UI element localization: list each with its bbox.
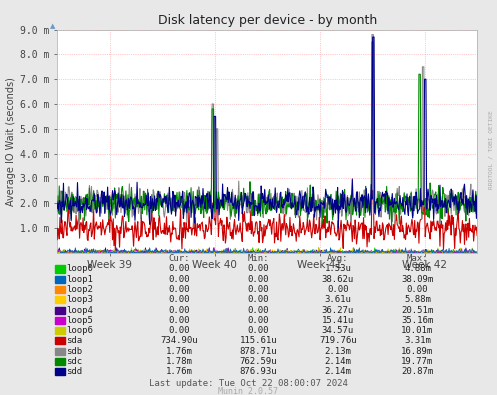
Text: 20.87m: 20.87m	[402, 367, 433, 376]
Text: 38.09m: 38.09m	[402, 275, 433, 284]
Text: loop6: loop6	[66, 326, 93, 335]
Text: 719.76u: 719.76u	[319, 337, 357, 345]
Text: sdb: sdb	[66, 347, 82, 356]
Text: Min:: Min:	[248, 254, 269, 263]
Text: 1.76m: 1.76m	[166, 367, 192, 376]
Text: sda: sda	[66, 337, 82, 345]
Text: Munin 2.0.57: Munin 2.0.57	[219, 387, 278, 395]
Text: 2.14m: 2.14m	[325, 357, 351, 366]
Text: 38.62u: 38.62u	[322, 275, 354, 284]
Text: 0.00: 0.00	[168, 275, 190, 284]
Text: ▲: ▲	[50, 24, 56, 30]
Text: 19.77m: 19.77m	[402, 357, 433, 366]
Text: 36.27u: 36.27u	[322, 306, 354, 314]
Text: 0.00: 0.00	[168, 326, 190, 335]
Text: 0.00: 0.00	[248, 316, 269, 325]
Text: 1.53u: 1.53u	[325, 265, 351, 273]
Text: 10.01m: 10.01m	[402, 326, 433, 335]
Text: 878.71u: 878.71u	[240, 347, 277, 356]
Text: 34.57u: 34.57u	[322, 326, 354, 335]
Text: 1.76m: 1.76m	[166, 347, 192, 356]
Text: 35.16m: 35.16m	[402, 316, 433, 325]
Text: sdc: sdc	[66, 357, 82, 366]
Text: loop5: loop5	[66, 316, 93, 325]
Text: 0.00: 0.00	[248, 306, 269, 314]
Text: 0.00: 0.00	[248, 285, 269, 294]
Text: 0.00: 0.00	[248, 265, 269, 273]
Text: 0.00: 0.00	[248, 295, 269, 304]
Text: 762.59u: 762.59u	[240, 357, 277, 366]
Text: 4.88m: 4.88m	[404, 265, 431, 273]
Text: 5.88m: 5.88m	[404, 295, 431, 304]
Text: Avg:: Avg:	[327, 254, 349, 263]
Text: 1.78m: 1.78m	[166, 357, 192, 366]
Text: 0.00: 0.00	[168, 295, 190, 304]
Text: loop2: loop2	[66, 285, 93, 294]
Text: loop0: loop0	[66, 265, 93, 273]
Text: sdd: sdd	[66, 367, 82, 376]
Text: 0.00: 0.00	[168, 285, 190, 294]
Text: 0.00: 0.00	[168, 306, 190, 314]
Text: 0.00: 0.00	[248, 275, 269, 284]
Text: Max:: Max:	[407, 254, 428, 263]
Text: 0.00: 0.00	[248, 326, 269, 335]
Text: loop1: loop1	[66, 275, 93, 284]
Text: 0.00: 0.00	[327, 285, 349, 294]
Text: loop3: loop3	[66, 295, 93, 304]
Text: 3.61u: 3.61u	[325, 295, 351, 304]
Text: 115.61u: 115.61u	[240, 337, 277, 345]
Text: 0.00: 0.00	[168, 316, 190, 325]
Text: 876.93u: 876.93u	[240, 367, 277, 376]
Text: Last update: Tue Oct 22 08:00:07 2024: Last update: Tue Oct 22 08:00:07 2024	[149, 380, 348, 388]
Text: Cur:: Cur:	[168, 254, 190, 263]
Text: 0.00: 0.00	[407, 285, 428, 294]
Text: 734.90u: 734.90u	[160, 337, 198, 345]
Text: 20.51m: 20.51m	[402, 306, 433, 314]
Text: RRDTOOL / TOBI OETIKE: RRDTOOL / TOBI OETIKE	[489, 111, 494, 190]
Text: loop4: loop4	[66, 306, 93, 314]
Text: 2.13m: 2.13m	[325, 347, 351, 356]
Text: 2.14m: 2.14m	[325, 367, 351, 376]
Text: 16.89m: 16.89m	[402, 347, 433, 356]
Text: 0.00: 0.00	[168, 265, 190, 273]
Text: 3.31m: 3.31m	[404, 337, 431, 345]
Title: Disk latency per device - by month: Disk latency per device - by month	[158, 14, 377, 27]
Y-axis label: Average IO Wait (seconds): Average IO Wait (seconds)	[6, 77, 16, 206]
Text: 15.41u: 15.41u	[322, 316, 354, 325]
